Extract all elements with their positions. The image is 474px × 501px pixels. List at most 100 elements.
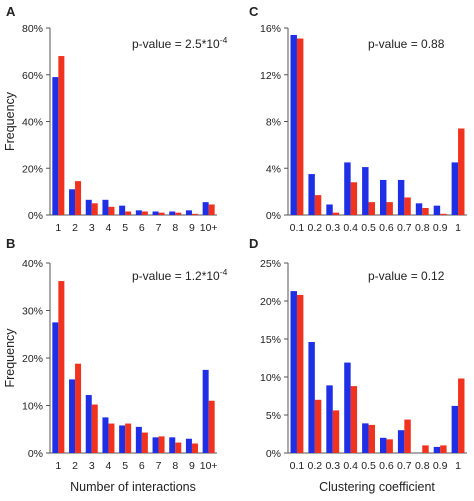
x-tick-label-a-6: 7 (156, 222, 162, 234)
x-tick-label-a-0: 1 (55, 222, 61, 234)
bar-c-red-8 (440, 213, 447, 215)
bar-b-red-5 (141, 432, 148, 453)
panel-letter-b: B (6, 236, 15, 251)
y-tick-label-a-0: 0% (28, 210, 43, 222)
x-tick-label-b-1: 2 (72, 460, 78, 472)
bar-c-red-2 (332, 212, 340, 215)
x-tick-label-b-0: 1 (55, 460, 61, 472)
x-tick-label-c-2: 0.3 (325, 222, 340, 234)
bar-b-red-2 (91, 404, 98, 453)
bar-d-red-3 (350, 386, 358, 453)
bar-d-blue-6 (397, 430, 405, 453)
bar-d-red-5 (386, 439, 393, 453)
x-tick-label-c-8: 0.9 (433, 222, 448, 234)
bar-d-blue-5 (380, 437, 387, 453)
y-tick-label-a-2: 40% (22, 117, 43, 129)
bar-a-blue-0 (52, 77, 59, 215)
bar-b-red-3 (108, 423, 115, 453)
bar-b-red-9 (208, 400, 215, 453)
x-tick-label-a-9: 10+ (200, 222, 218, 234)
bar-b-blue-5 (135, 426, 142, 454)
y-tick-label-c-3: 12% (260, 70, 281, 82)
x-tick-label-d-2: 0.3 (325, 460, 340, 472)
p-value-label-c: p-value = 0.88 (368, 37, 445, 51)
y-tick-label-d-2: 10% (260, 372, 281, 384)
bar-a-blue-6 (152, 211, 159, 215)
bar-c-red-7 (422, 207, 429, 215)
bar-c-blue-6 (397, 179, 405, 215)
y-tick-label-c-4: 16% (260, 23, 281, 35)
y-tick-label-b-0: 0% (28, 448, 43, 460)
x-tick-label-c-1: 0.2 (308, 222, 323, 234)
x-tick-label-b-3: 4 (106, 460, 112, 472)
bar-b-red-1 (75, 363, 82, 453)
bar-b-red-4 (125, 423, 132, 453)
bar-a-red-9 (208, 204, 215, 215)
bar-a-blue-1 (69, 189, 76, 215)
x-tick-label-d-8: 0.9 (433, 460, 448, 472)
bar-d-red-9 (458, 378, 465, 453)
bar-c-blue-9 (451, 162, 459, 215)
x-tick-label-b-5: 6 (139, 460, 145, 472)
y-axis-title-b: Frequency (3, 328, 17, 388)
y-tick-label-d-1: 5% (266, 410, 281, 422)
bar-a-red-5 (141, 211, 148, 215)
bar-c-blue-8 (433, 205, 441, 215)
bar-a-red-8 (191, 213, 198, 215)
bar-d-red-2 (332, 410, 340, 453)
y-tick-label-d-4: 20% (260, 296, 281, 308)
bar-c-blue-2 (326, 204, 333, 215)
bar-c-blue-5 (380, 179, 387, 215)
bar-b-blue-2 (85, 395, 92, 453)
y-axis-title-a: Frequency (3, 91, 17, 151)
bar-c-blue-3 (344, 162, 351, 215)
x-tick-label-d-9: 1 (455, 460, 461, 472)
bar-b-red-0 (58, 281, 65, 453)
bar-d-blue-3 (344, 362, 351, 453)
x-tick-label-d-7: 0.8 (415, 460, 430, 472)
panel-letter-d: D (249, 236, 258, 251)
y-tick-label-d-3: 15% (260, 334, 281, 346)
x-tick-label-a-8: 9 (189, 222, 195, 234)
panel-letter-c: C (249, 4, 259, 19)
x-tick-label-c-3: 0.4 (343, 222, 358, 234)
x-tick-label-d-4: 0.5 (361, 460, 376, 472)
bar-d-blue-0 (290, 291, 297, 453)
x-tick-label-c-6: 0.7 (397, 222, 412, 234)
bar-a-blue-7 (169, 211, 176, 215)
bar-a-red-1 (75, 181, 82, 215)
bar-c-blue-4 (362, 167, 369, 215)
x-tick-label-a-1: 2 (72, 222, 78, 234)
bar-a-red-2 (91, 203, 98, 215)
x-axis-title-right: Clustering coefficient (319, 480, 435, 494)
x-tick-label-b-9: 10+ (200, 460, 218, 472)
p-value-label-b: p-value = 1.2*10-4 (132, 267, 228, 283)
bar-b-red-7 (175, 442, 182, 453)
bar-b-blue-1 (69, 379, 76, 454)
bar-a-blue-8 (185, 210, 192, 215)
x-tick-label-d-6: 0.7 (397, 460, 412, 472)
panel-letter-a: A (6, 4, 16, 19)
bar-c-blue-0 (290, 35, 297, 216)
x-tick-label-a-2: 3 (89, 222, 95, 234)
y-tick-label-a-3: 60% (22, 70, 43, 82)
y-tick-label-b-4: 40% (22, 258, 43, 270)
x-tick-label-b-4: 5 (122, 460, 128, 472)
x-tick-label-c-7: 0.8 (415, 222, 430, 234)
bar-b-blue-9 (202, 369, 209, 454)
p-value-label-a: p-value = 2.5*10-4 (132, 35, 228, 51)
x-tick-label-c-4: 0.5 (361, 222, 376, 234)
bar-a-red-4 (125, 211, 132, 215)
x-tick-label-a-3: 4 (106, 222, 112, 234)
bar-d-red-0 (296, 294, 304, 453)
y-tick-label-d-0: 0% (266, 448, 281, 460)
bar-b-blue-4 (119, 425, 126, 453)
bar-c-red-1 (314, 195, 322, 215)
bar-c-red-5 (386, 202, 393, 215)
x-tick-label-d-1: 0.2 (308, 460, 323, 472)
y-tick-label-b-1: 10% (22, 401, 43, 413)
bar-b-blue-8 (185, 438, 192, 453)
x-tick-label-d-5: 0.6 (379, 460, 394, 472)
x-tick-label-c-9: 1 (455, 222, 461, 234)
